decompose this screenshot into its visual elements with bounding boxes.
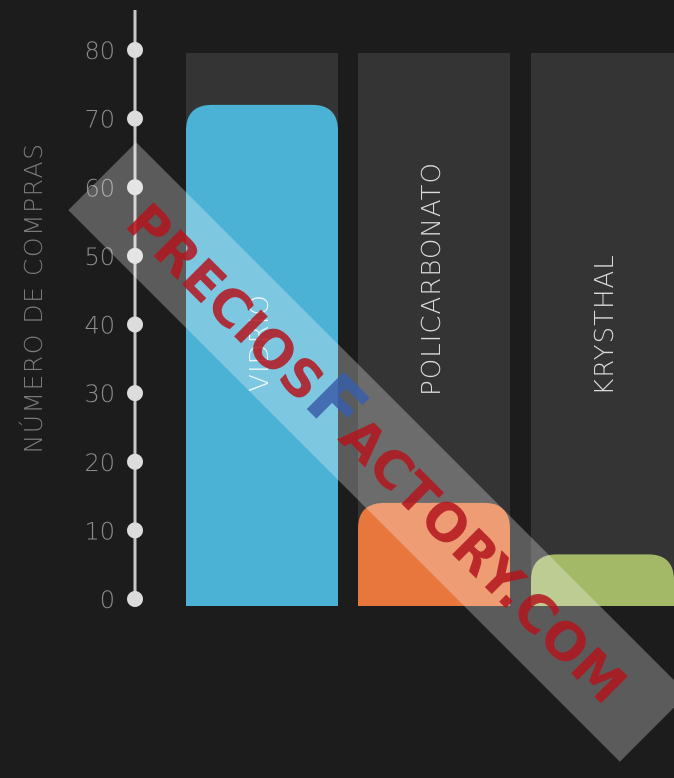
bar-label-krysthal: KRYSTHAL [590, 254, 620, 396]
y-tick-dot-0 [127, 591, 143, 607]
y-tick-dot-60 [127, 179, 143, 196]
bar-label-policarbonato: POLICARBONATO [417, 162, 447, 396]
y-tick-dot-40 [127, 316, 143, 333]
y-tick-dot-70 [127, 110, 143, 127]
bar-policarbonato [358, 502, 510, 606]
y-axis: 0 10 20 30 40 50 60 70 80 [84, 10, 143, 614]
bar-track-krysthal [531, 53, 674, 606]
y-tick-dot-10 [127, 522, 143, 539]
y-tick-label-20: 20 [84, 449, 115, 477]
y-tick-dot-20 [127, 453, 143, 470]
bar-vidrio [186, 104, 338, 607]
watermark-band [68, 142, 674, 762]
y-tick-label-0: 0 [100, 586, 115, 614]
y-tick-label-40: 40 [84, 312, 115, 340]
y-tick-dot-80 [127, 42, 143, 58]
y-tick-label-30: 30 [84, 380, 115, 408]
y-tick-label-10: 10 [84, 517, 115, 545]
bar-label-vidrio: VIDRIO [245, 294, 275, 392]
y-tick-label-70: 70 [84, 106, 115, 134]
y-tick-dot-50 [127, 247, 143, 264]
bar-labels: VIDRIO POLICARBONATO KRYSTHAL [245, 162, 620, 396]
y-tick-label-80: 80 [84, 37, 115, 65]
y-tick-label-60: 60 [84, 174, 115, 202]
y-tick-label-50: 50 [84, 243, 115, 271]
y-axis-label: NÚMERO DE COMPRAS [18, 143, 48, 454]
bars [186, 104, 674, 607]
y-tick-dot-30 [127, 385, 143, 402]
bar-krysthal [531, 554, 674, 606]
